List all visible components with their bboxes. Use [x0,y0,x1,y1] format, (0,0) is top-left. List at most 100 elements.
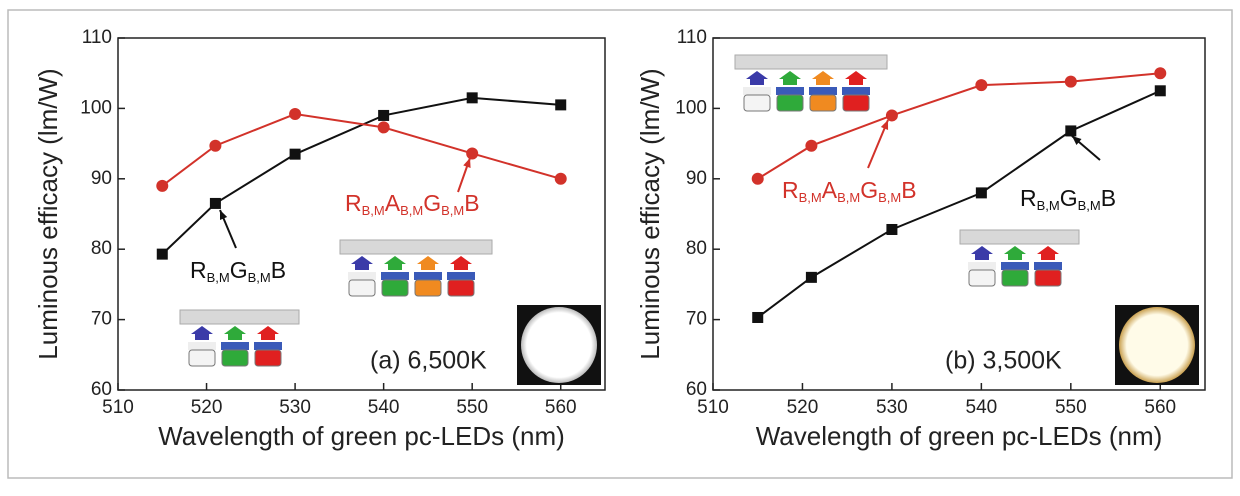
photo-glow [1119,307,1195,383]
y-axis-label: Luminous efficacy (lm/W) [33,68,63,359]
led-body [381,279,409,297]
marker [1154,85,1166,97]
y-tick-label: 60 [686,379,707,400]
series-label-text: R [1020,185,1037,211]
led-body [254,349,282,367]
led-package [339,239,493,255]
led-arrow [845,71,867,85]
photo-glow [521,307,597,383]
led-chip [743,87,771,95]
marker [156,248,168,260]
series-label-subscript: B,M [248,270,271,285]
led-arrow [779,71,801,85]
series-label-subscript: B,M [441,203,464,218]
led-package [734,54,888,70]
led-arrow [191,326,213,340]
led-chip [1034,262,1062,270]
y-tick-label: 100 [80,97,112,118]
series-line [757,89,1161,319]
y-tick-label: 100 [675,97,707,118]
series-line [161,113,562,187]
led-arrow [1004,246,1026,260]
led-body [414,279,442,297]
x-tick-label: 540 [966,397,998,418]
series-line [161,96,561,255]
led-arrow [971,246,993,260]
led-chip [221,342,249,350]
marker [466,147,479,160]
led-chip [348,272,376,280]
marker [156,179,169,192]
marker [209,139,222,152]
led-chip [414,272,442,280]
panel-label: (b) 3,500K [945,347,1062,375]
x-tick-label: 510 [697,397,729,418]
series-label-subscript: B,M [878,190,901,205]
y-axis-label: Luminous efficacy (lm/W) [635,68,665,359]
series-label-subscript: B,M [400,203,423,218]
marker [886,223,898,235]
plot-area [117,37,606,391]
led-arrow [224,326,246,340]
marker [805,139,818,152]
y-tick-label: 60 [91,379,112,400]
series-label: RB,MAB,MGB,MB [345,190,480,218]
led-chip [968,262,996,270]
y-tick-label: 80 [686,238,707,259]
series-label-text: A [385,190,401,216]
series-label-subscript: B,M [1078,198,1101,213]
x-axis-label: Wavelength of green pc-LEDs (nm) [158,421,565,451]
series-label-text: B [271,257,286,283]
led-package [179,309,300,325]
annotation-arrowhead [463,158,471,168]
series-label-subscript: B,M [837,190,860,205]
series-label-text: G [423,190,441,216]
led-body [842,94,870,112]
led-chip [188,342,216,350]
x-tick-label: 530 [876,397,908,418]
series-label: RB,MGB,MB [1020,185,1116,213]
y-tick-label: 70 [91,309,112,330]
frame [7,9,1233,479]
y-tick-label: 110 [677,27,707,48]
x-tick-label: 520 [191,397,223,418]
marker [378,109,390,121]
marker [752,311,764,323]
plot-area [712,37,1206,391]
led-body [809,94,837,112]
led-body [1034,269,1062,287]
marker [805,271,817,283]
y-tick-label: 90 [91,168,112,189]
series-line [757,72,1161,180]
led-chip [381,272,409,280]
x-axis-label: Wavelength of green pc-LEDs (nm) [756,421,1163,451]
marker [466,92,478,104]
marker [975,187,987,199]
marker [289,108,302,121]
y-tick-label: 70 [686,309,707,330]
series-label-subscript: B,M [362,203,385,218]
marker [209,197,221,209]
led-arrow [746,71,768,85]
led-body [743,94,771,112]
led-arrow [1037,246,1059,260]
panel-label: (a) 6,500K [370,347,487,375]
series-label-text: R [190,257,207,283]
led-chip [809,87,837,95]
series-label-subscript: B,M [207,270,230,285]
x-tick-label: 520 [787,397,819,418]
series-label: RB,MAB,MGB,MB [782,177,917,205]
series-label-text: A [822,177,838,203]
series-label-text: G [1060,185,1078,211]
series-label: RB,MGB,MB [190,257,286,285]
led-arrow [351,256,373,270]
marker [554,172,567,185]
y-tick-label: 80 [91,238,112,259]
led-body [348,279,376,297]
x-tick-label: 510 [102,397,134,418]
annotation-arrowhead [219,210,228,220]
marker [1065,125,1077,137]
led-arrow [812,71,834,85]
led-body [968,269,996,287]
